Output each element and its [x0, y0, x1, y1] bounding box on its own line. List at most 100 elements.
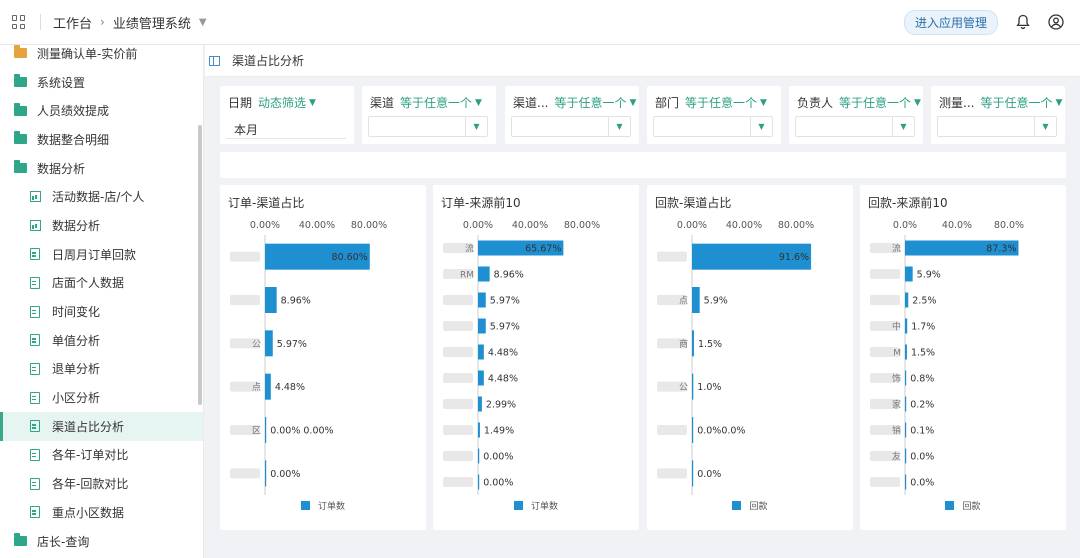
sidebar-item-6[interactable]: 数据分析: [0, 211, 203, 240]
caret-down-icon[interactable]: ▼: [629, 97, 637, 108]
bar[interactable]: [905, 448, 907, 464]
bar[interactable]: [905, 318, 908, 334]
document-icon: [30, 305, 40, 318]
category-label: 流: [465, 243, 474, 255]
bar[interactable]: [265, 417, 267, 443]
sidebar-item-5[interactable]: 活动数据-店/个人: [0, 182, 203, 211]
chevron-down-icon[interactable]: ▼: [465, 117, 487, 136]
bar[interactable]: [692, 287, 700, 313]
filter-select-input[interactable]: ▼: [653, 116, 773, 137]
filter-2: 渠道... 等于任意一个 ▼ ▼: [505, 86, 639, 144]
bar[interactable]: [478, 318, 486, 334]
filter-operator-dropdown[interactable]: 等于任意一个: [400, 96, 473, 110]
data-label: 4.48%: [488, 374, 518, 385]
bar[interactable]: [905, 292, 909, 308]
bar[interactable]: [692, 460, 694, 487]
sidebar-item-13[interactable]: 渠道占比分析: [0, 411, 203, 441]
bar[interactable]: [905, 344, 907, 360]
folder-icon: [14, 131, 27, 145]
breadcrumb-workspace[interactable]: 工作台: [53, 16, 93, 32]
bar[interactable]: [692, 417, 694, 443]
sidebar-item-10[interactable]: 单值分析: [0, 326, 203, 355]
enter-app-management-button[interactable]: 进入应用管理: [903, 9, 998, 35]
caret-down-icon[interactable]: ▼: [309, 97, 316, 108]
filter-operator-dropdown[interactable]: 等于任意一个: [980, 96, 1053, 110]
data-label: 8.96%: [281, 296, 311, 307]
bar[interactable]: [265, 287, 277, 313]
apps-grid-icon[interactable]: [12, 15, 26, 29]
bar[interactable]: [478, 370, 484, 386]
chevron-down-icon[interactable]: ▼: [1034, 117, 1056, 136]
folder-icon: [14, 45, 27, 59]
caret-down-icon[interactable]: ▼: [914, 97, 921, 108]
caret-down-icon[interactable]: ▼: [1055, 97, 1063, 108]
bar[interactable]: [905, 474, 907, 490]
sidebar-item-0[interactable]: 测量确认单-实价前: [0, 45, 203, 68]
sidebar-item-16[interactable]: 重点小区数据: [0, 498, 203, 527]
sidebar-item-3[interactable]: 数据整合明细: [0, 125, 203, 154]
filter-4: 负责人 等于任意一个 ▼ ▼: [789, 86, 923, 144]
data-label: 0.00%: [270, 469, 300, 480]
sidebar-item-1[interactable]: 系统设置: [0, 68, 203, 97]
sidebar-item-11[interactable]: 退单分析: [0, 355, 203, 384]
filter-operator-dropdown[interactable]: 等于任意一个: [839, 96, 912, 110]
sidebar-item-8[interactable]: 店面个人数据: [0, 269, 203, 298]
bar[interactable]: [478, 292, 486, 308]
chevron-down-icon[interactable]: ▼: [750, 117, 772, 136]
chevron-down-icon[interactable]: ▼: [892, 117, 914, 136]
bar[interactable]: [905, 370, 907, 386]
date-filter-value[interactable]: 本月: [234, 123, 259, 137]
bar[interactable]: [905, 266, 913, 282]
bar[interactable]: [265, 460, 267, 487]
filter-operator-dropdown[interactable]: 等于任意一个: [685, 96, 758, 110]
bar[interactable]: [265, 243, 370, 270]
sidebar-item-7[interactable]: 日周月订单回款: [0, 240, 203, 269]
bar[interactable]: [478, 422, 480, 438]
caret-down-icon[interactable]: ▼: [760, 97, 767, 108]
sidebar-item-15[interactable]: 各年-回款对比: [0, 469, 203, 498]
sidebar-item-14[interactable]: 各年-订单对比: [0, 441, 203, 470]
document-icon: [30, 362, 40, 375]
filter-select-input[interactable]: ▼: [795, 116, 915, 137]
toggle-panel-icon[interactable]: [209, 55, 220, 66]
sidebar: 测量确认单-实价前 系统设置 人员绩效提成 数据整合明细 数据分析 活动数据-店/个人 数据…: [0, 45, 204, 558]
bar[interactable]: [265, 373, 271, 400]
chevron-down-icon[interactable]: ▼: [608, 117, 630, 136]
bar[interactable]: [478, 240, 564, 256]
bar[interactable]: [905, 396, 907, 412]
filter-select-input[interactable]: ▼: [937, 116, 1057, 137]
user-avatar-icon[interactable]: [1048, 14, 1064, 30]
bar[interactable]: [265, 330, 273, 357]
axis-tick-label: 80.00%: [351, 220, 387, 231]
filter-operator-dropdown[interactable]: 等于任意一个: [554, 96, 627, 110]
filter-select-input[interactable]: ▼: [368, 116, 488, 137]
caret-down-icon[interactable]: ▼: [475, 97, 482, 108]
breadcrumb-system[interactable]: 业绩管理系统: [112, 16, 191, 32]
sidebar-item-12[interactable]: 小区分析: [0, 383, 203, 412]
legend-label: 订单数: [317, 502, 345, 512]
bell-icon[interactable]: [1016, 14, 1030, 30]
bar[interactable]: [692, 243, 812, 270]
sidebar-item-label: 数据分析: [52, 218, 101, 233]
sidebar-scrollbar[interactable]: [198, 125, 202, 405]
filter-select-input[interactable]: ▼: [511, 116, 631, 137]
chevron-down-icon[interactable]: ▼: [198, 16, 207, 28]
category-label-redacted: [443, 295, 473, 305]
filter-operator-dropdown[interactable]: 动态筛选: [258, 96, 307, 110]
bar[interactable]: [478, 474, 480, 490]
bar[interactable]: [478, 448, 480, 464]
chart-legend: 订单数: [220, 499, 426, 512]
bar[interactable]: [692, 373, 694, 400]
bar[interactable]: [478, 344, 484, 360]
bar[interactable]: [905, 240, 1019, 256]
sidebar-item-4[interactable]: 数据分析: [0, 154, 203, 183]
bar[interactable]: [905, 422, 907, 438]
sidebar-item-9[interactable]: 时间变化: [0, 297, 203, 326]
sidebar-item-2[interactable]: 人员绩效提成: [0, 96, 203, 125]
sidebar-item-17[interactable]: 店长-查询: [0, 527, 203, 556]
data-label: 0.2%: [910, 400, 934, 411]
bar[interactable]: [478, 396, 482, 412]
bar[interactable]: [478, 266, 490, 282]
sidebar-item-label: 渠道占比分析: [52, 419, 125, 434]
bar[interactable]: [692, 330, 694, 357]
